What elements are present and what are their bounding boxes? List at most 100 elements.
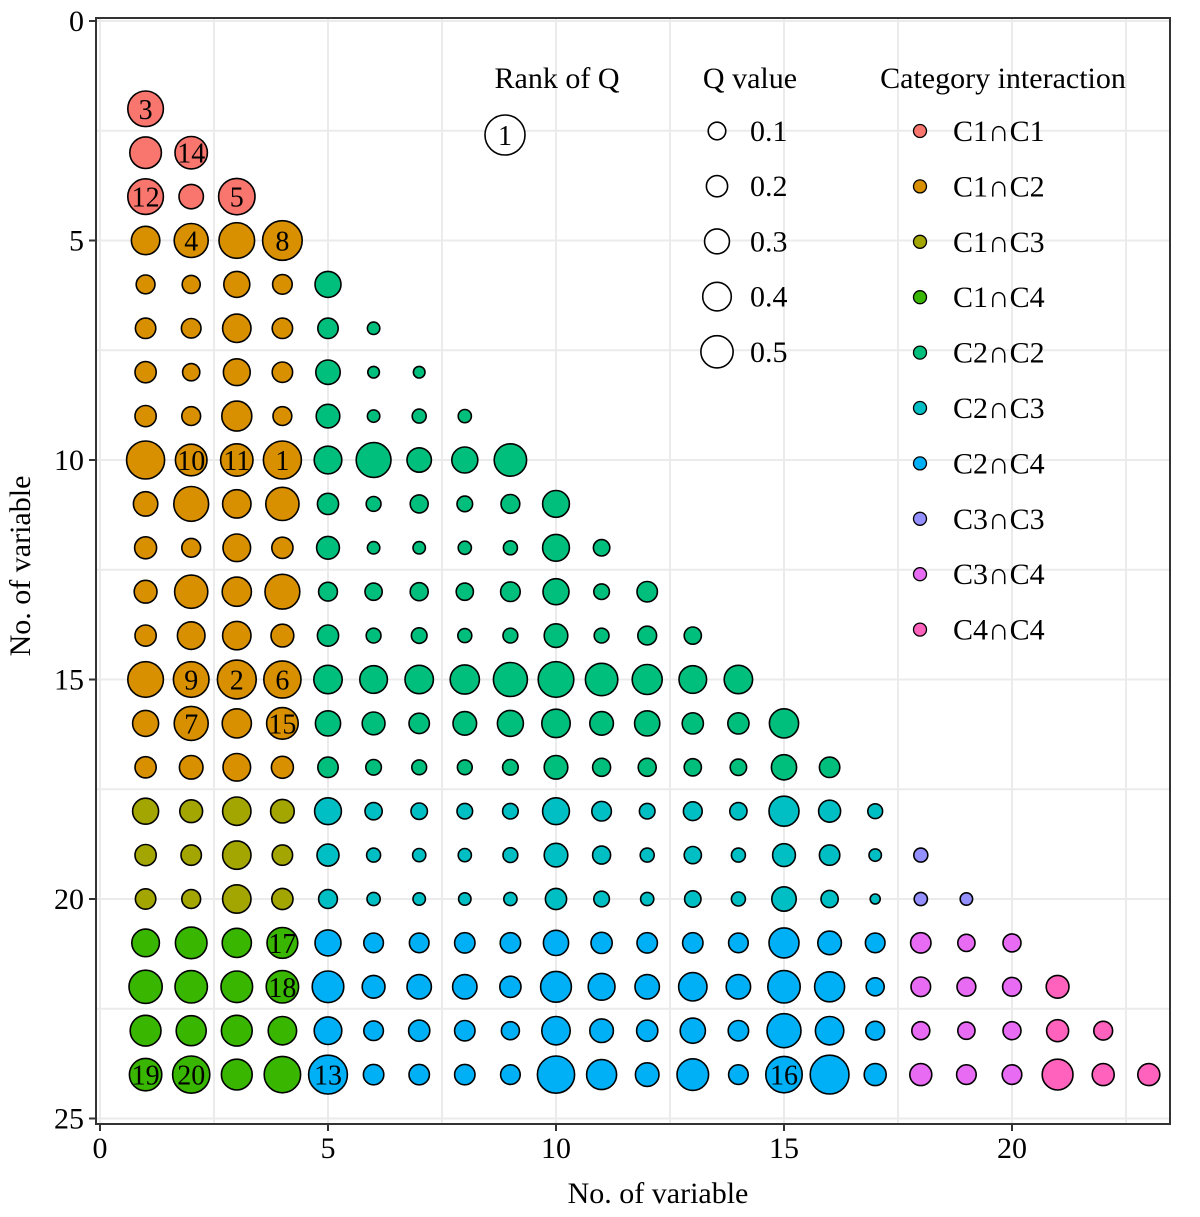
rank-label: 16 (770, 1061, 798, 1092)
bubble-point (271, 844, 294, 867)
bubble-point (957, 933, 976, 953)
bubble-point (727, 932, 750, 954)
bubble-point (1045, 974, 1070, 999)
bubble-point (316, 624, 340, 648)
bubble-point (172, 660, 210, 699)
bubble-point (683, 889, 702, 908)
bubble-point (498, 975, 522, 999)
bubble-point (179, 798, 204, 824)
bubble-point (683, 626, 703, 646)
bubble-point (173, 574, 209, 610)
bubble-point (312, 664, 343, 695)
bubble-point (634, 1061, 660, 1088)
legend-category-label: C1∩C1 (953, 115, 1045, 148)
bubble-point (453, 931, 476, 954)
bubble-point (639, 847, 656, 863)
bubble-point (683, 757, 703, 777)
bubble-point (585, 1058, 618, 1091)
bubble-point (355, 441, 392, 479)
legend-category-swatch (912, 456, 928, 471)
bubble-point (134, 404, 158, 428)
bubble-point (181, 537, 202, 558)
bubble-point (1002, 933, 1022, 953)
bubble-point (502, 539, 519, 556)
bubble-point (634, 973, 661, 1000)
bubble-point (365, 758, 383, 776)
bubble-point (221, 708, 253, 739)
bubble-point (271, 361, 294, 384)
bubble-point (681, 931, 704, 954)
bubble-point (910, 1020, 931, 1041)
bubble-point (314, 270, 342, 299)
bubble-point (365, 847, 382, 863)
bubble-point (457, 891, 472, 906)
bubble-point (593, 627, 610, 644)
bubble-point (361, 711, 386, 736)
bubble-point (262, 660, 302, 699)
bubble-point (499, 931, 522, 954)
bubble-point (315, 535, 341, 560)
legend-size-circle (703, 228, 731, 255)
bubble-point (267, 1015, 298, 1046)
bubble-point (768, 708, 800, 739)
bubble-point (678, 664, 708, 695)
y-tick-label: 5 (69, 225, 84, 258)
legend-category-label: C4∩C4 (953, 614, 1045, 647)
bubble-point (262, 440, 303, 480)
bubble-point (217, 177, 256, 216)
legend-category-label: C3∩C4 (953, 558, 1045, 591)
bubble-point (869, 893, 882, 905)
bubble-point (541, 489, 571, 519)
bubble-point (220, 1014, 254, 1047)
bubble-point (316, 756, 339, 779)
bubble-point (221, 883, 252, 914)
bubble-point (453, 1063, 476, 1086)
bubble-point (679, 1017, 707, 1045)
legend-rank-circle (484, 114, 526, 156)
bubble-point (264, 573, 301, 610)
bubble-point (221, 620, 252, 651)
bubble-point (955, 1063, 978, 1086)
bubble-point (272, 405, 293, 427)
bubble-point (127, 178, 165, 216)
rank-label: 10 (177, 446, 205, 477)
rank-label: 5 (230, 183, 244, 214)
bubble-point (500, 493, 521, 515)
bubble-point (270, 623, 295, 648)
legend-category-label: C1∩C3 (953, 226, 1045, 259)
bubble-point (449, 664, 481, 695)
legend-category-swatch (912, 290, 928, 305)
legend-size-circle (701, 281, 733, 312)
y-tick-label: 15 (54, 664, 84, 697)
bubble-point (771, 842, 797, 868)
bubble-point (729, 801, 748, 821)
bubble-point (496, 709, 525, 738)
bubble-point (868, 848, 883, 863)
bubble-point (366, 409, 381, 424)
rank-label: 8 (275, 227, 289, 258)
bubble-point (363, 1020, 385, 1042)
bubble-point (222, 533, 252, 563)
rank-label: 4 (184, 227, 198, 258)
bubble-point (543, 842, 569, 868)
bubble-point (171, 1055, 211, 1095)
bubble-point (313, 796, 343, 826)
bubble-point (130, 225, 161, 256)
bubble-point (866, 802, 884, 820)
bubble-point (366, 891, 381, 907)
bubble-point (271, 317, 294, 340)
legend-category-label: C1∩C2 (953, 170, 1045, 203)
bubble-point (178, 754, 204, 780)
bubble-point (682, 800, 703, 822)
bubble-point (133, 579, 158, 604)
bubble-point (636, 625, 658, 646)
bubble-point (128, 969, 164, 1005)
y-tick-label: 20 (54, 883, 84, 916)
rank-label: 6 (275, 666, 289, 697)
bubble-point (269, 798, 296, 824)
legend-category-swatch (912, 234, 928, 249)
bubble-point (317, 888, 339, 910)
bubble-point (314, 359, 341, 386)
bubble-point (1092, 1020, 1114, 1041)
